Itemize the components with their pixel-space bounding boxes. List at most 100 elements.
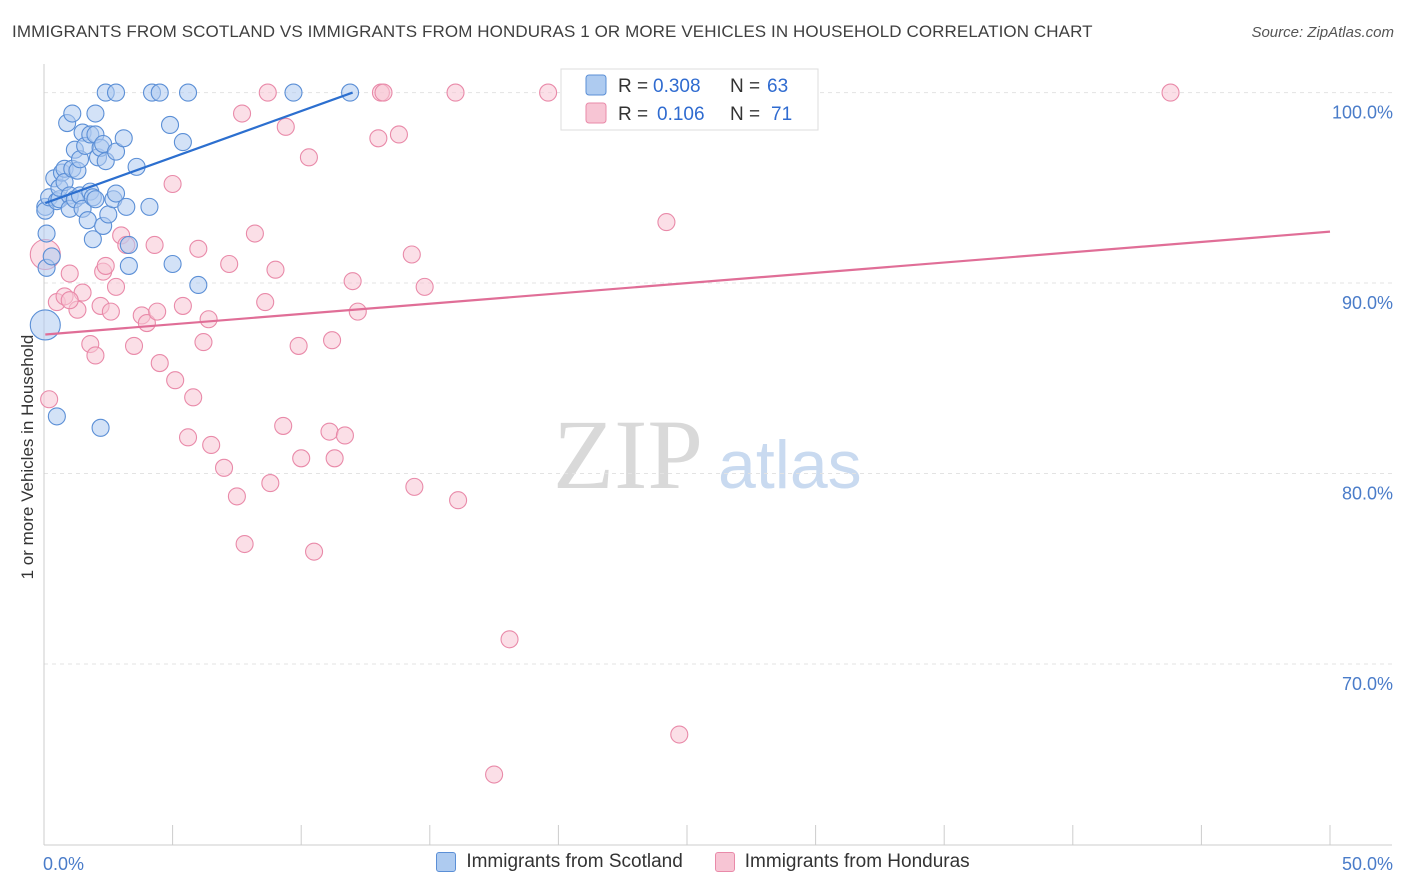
scotland-point: [106, 142, 126, 161]
honduras-point: [145, 235, 164, 255]
honduras-point: [449, 491, 468, 510]
scotland-point: [47, 407, 66, 426]
scotland-point: [114, 129, 133, 148]
y-tick-label: 70.0%: [1342, 674, 1393, 694]
honduras-point: [323, 331, 342, 350]
honduras-point: [670, 725, 689, 744]
honduras-point: [163, 174, 182, 194]
honduras-point: [178, 428, 198, 447]
scotland-point: [106, 184, 126, 203]
scotland-point: [117, 197, 136, 216]
honduras-point: [214, 458, 234, 477]
honduras-point: [320, 422, 339, 441]
honduras-point: [101, 302, 120, 321]
honduras-point: [235, 534, 254, 554]
chart-title: IMMIGRANTS FROM SCOTLAND VS IMMIGRANTS F…: [12, 22, 1093, 41]
legend-n-label: N =: [730, 76, 760, 97]
honduras-point: [369, 129, 388, 148]
scotland-point: [163, 254, 182, 274]
scotland-point: [160, 115, 180, 135]
scotland-point: [91, 418, 110, 437]
scotland-point: [86, 104, 105, 123]
honduras-point: [150, 354, 169, 373]
scotland-point: [78, 211, 97, 230]
scotland-point: [37, 224, 56, 243]
honduras-point: [266, 260, 285, 279]
watermark-atlas: atlas: [718, 427, 862, 503]
scotland-point: [119, 235, 138, 255]
honduras-point: [485, 765, 504, 784]
x-tick-label: 0.0%: [43, 854, 84, 874]
honduras-point: [60, 264, 79, 283]
honduras-point: [415, 277, 434, 296]
honduras-point: [256, 293, 275, 312]
bottom-legend: Immigrants from Scotland Immigrants from…: [0, 851, 1406, 873]
legend-r-value-honduras: 0.106: [657, 104, 705, 125]
legend-r-value-scotland: 0.308: [653, 76, 701, 97]
trend-line-scotland: [44, 91, 354, 205]
honduras-point: [276, 117, 295, 136]
honduras-point: [1161, 83, 1180, 102]
honduras-point: [343, 272, 362, 291]
honduras-point: [106, 277, 126, 296]
axes: 0.0% 50.0%: [43, 64, 1393, 874]
legend-n-value-scotland: 63: [767, 76, 788, 97]
honduras-point: [189, 239, 208, 258]
scotland-point: [173, 133, 192, 152]
honduras-points: [29, 83, 1180, 784]
honduras-point: [202, 435, 221, 455]
honduras-point: [86, 346, 105, 365]
scotland-point: [83, 230, 102, 249]
scotland-points: [29, 83, 360, 437]
honduras-point: [124, 336, 144, 355]
legend-swatch-honduras: [714, 852, 735, 872]
honduras-point: [173, 296, 192, 315]
honduras-point: [194, 333, 213, 352]
honduras-point: [274, 416, 293, 435]
stats-legend: R = 0.308 N = 63 R = 0.106 N = 71: [560, 68, 819, 131]
scotland-point: [189, 275, 208, 295]
honduras-point: [245, 224, 264, 243]
honduras-point: [657, 213, 676, 232]
y-tick-label: 100.0%: [1332, 103, 1393, 123]
trend-line-honduras: [45, 230, 1331, 336]
honduras-point: [299, 148, 318, 167]
honduras-point: [261, 474, 280, 493]
legend-swatch-scotland: [585, 74, 607, 96]
honduras-point: [166, 371, 185, 390]
honduras-point: [232, 104, 252, 123]
scotland-point: [63, 104, 82, 123]
legend-r-label: R =: [618, 76, 648, 97]
honduras-point: [148, 302, 167, 321]
honduras-point: [348, 302, 367, 321]
y-axis-label: 1 or more Vehicles in Household: [18, 335, 37, 580]
y-tick-label: 80.0%: [1342, 484, 1393, 504]
scotland-point: [284, 83, 303, 102]
legend-item-honduras: Immigrants from Honduras: [714, 851, 970, 873]
scotland-point: [86, 190, 105, 209]
honduras-point: [40, 390, 59, 409]
honduras-point: [184, 388, 203, 407]
honduras-point: [374, 83, 393, 102]
legend-item-scotland: Immigrants from Scotland: [436, 851, 683, 873]
scotland-point: [140, 197, 159, 216]
scotland-point: [42, 247, 61, 266]
honduras-point: [402, 245, 421, 264]
honduras-point: [305, 542, 324, 561]
honduras-point: [292, 449, 311, 468]
legend-label-scotland: Immigrants from Scotland: [466, 851, 683, 872]
honduras-point: [539, 83, 558, 102]
y-tick-label: 90.0%: [1342, 293, 1393, 313]
legend-swatch-scotland: [436, 852, 457, 872]
scotland-point: [99, 205, 118, 224]
honduras-point: [405, 477, 424, 496]
honduras-point: [96, 256, 115, 275]
legend-label-honduras: Immigrants from Honduras: [744, 851, 970, 872]
scotland-point: [119, 256, 138, 275]
x-tick-label: 50.0%: [1342, 854, 1393, 874]
legend-swatch-honduras: [585, 102, 607, 124]
gridlines: 70.0% 80.0% 90.0% 100.0%: [44, 92, 1393, 694]
legend-n-label: N =: [730, 104, 760, 125]
honduras-point: [335, 426, 354, 445]
